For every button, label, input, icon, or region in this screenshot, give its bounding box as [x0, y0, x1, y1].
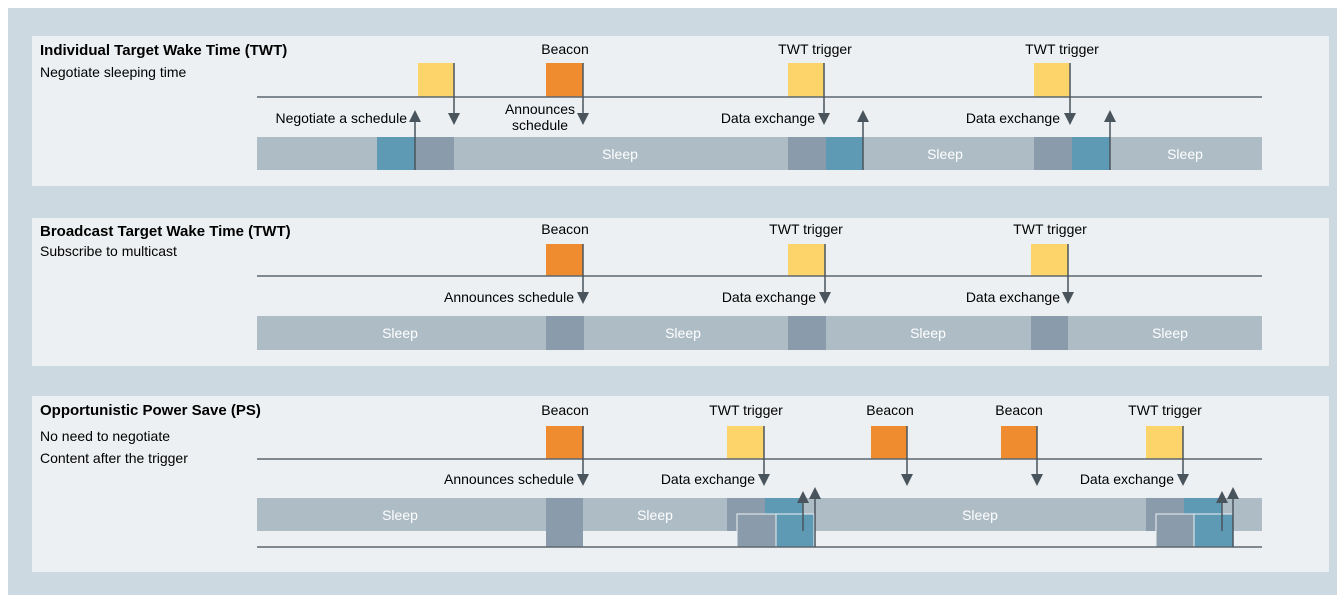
- event-label: Announces schedule: [444, 471, 574, 487]
- block: [775, 513, 815, 548]
- top-label: TWT trigger: [1128, 402, 1202, 418]
- event-label: Data exchange: [966, 289, 1060, 305]
- sleep-label: Sleep: [382, 507, 418, 523]
- sleep-label: Sleep: [382, 325, 418, 341]
- top-label: TWT trigger: [769, 221, 843, 237]
- panel: Broadcast Target Wake Time (TWT) Subscri…: [32, 218, 1329, 366]
- panel-title: Individual Target Wake Time (TWT): [40, 42, 287, 59]
- block: [257, 316, 1262, 350]
- block: [546, 498, 583, 547]
- top-label: Beacon: [995, 402, 1042, 418]
- block: [1001, 426, 1037, 459]
- block: [377, 137, 415, 170]
- block: [826, 137, 863, 170]
- panel-line: Subscribe to multicast: [40, 243, 177, 259]
- top-label: Beacon: [866, 402, 913, 418]
- block: [546, 63, 583, 97]
- sleep-label: Sleep: [910, 325, 946, 341]
- block: [418, 63, 454, 97]
- panel-title: Broadcast Target Wake Time (TWT): [40, 223, 291, 240]
- block: [788, 137, 826, 170]
- block: [32, 396, 1329, 572]
- block: [1034, 63, 1070, 97]
- top-label: TWT trigger: [709, 402, 783, 418]
- block: [727, 426, 764, 459]
- event-label: Data exchange: [722, 289, 816, 305]
- event-label: Data exchange: [966, 110, 1060, 126]
- sleep-label: Sleep: [665, 325, 701, 341]
- block: [788, 63, 824, 97]
- event-label: Data exchange: [1080, 471, 1174, 487]
- sleep-label: Sleep: [1152, 325, 1188, 341]
- panel-line: Content after the trigger: [40, 450, 188, 466]
- panel-line: No need to negotiate: [40, 428, 170, 444]
- block: [415, 137, 454, 170]
- event-label: Data exchange: [661, 471, 755, 487]
- block: [1031, 244, 1068, 276]
- panel: Opportunistic Power Save (PS) No need to…: [32, 396, 1329, 572]
- panel: Individual Target Wake Time (TWT) Negoti…: [32, 36, 1329, 186]
- block: [1193, 513, 1234, 548]
- top-label: Beacon: [541, 221, 588, 237]
- block: [1034, 137, 1072, 170]
- block: [546, 426, 583, 459]
- top-label: TWT trigger: [1025, 41, 1099, 57]
- event-label: Announces: [505, 101, 575, 117]
- block: [788, 316, 826, 350]
- sleep-label: Sleep: [637, 507, 673, 523]
- sleep-label: Sleep: [927, 146, 963, 162]
- block: [871, 426, 907, 459]
- block: [1031, 316, 1068, 350]
- block: [1072, 137, 1110, 170]
- block: [546, 316, 584, 350]
- sleep-label: Sleep: [962, 507, 998, 523]
- panel-title: Opportunistic Power Save (PS): [40, 402, 261, 419]
- block: [1146, 426, 1183, 459]
- panel-line: Negotiate sleeping time: [40, 64, 187, 80]
- event-label: Announces schedule: [444, 289, 574, 305]
- sleep-label: Sleep: [602, 146, 638, 162]
- block: [546, 244, 583, 276]
- block: [788, 244, 825, 276]
- event-label: Data exchange: [721, 110, 815, 126]
- top-label: Beacon: [541, 41, 588, 57]
- top-label: TWT trigger: [778, 41, 852, 57]
- block: [736, 513, 777, 548]
- sleep-label: Sleep: [1167, 146, 1203, 162]
- event-label: schedule: [512, 117, 568, 133]
- block: [1155, 513, 1195, 548]
- top-label: TWT trigger: [1013, 221, 1087, 237]
- top-label: Beacon: [541, 402, 588, 418]
- event-label: Negotiate a schedule: [275, 110, 407, 126]
